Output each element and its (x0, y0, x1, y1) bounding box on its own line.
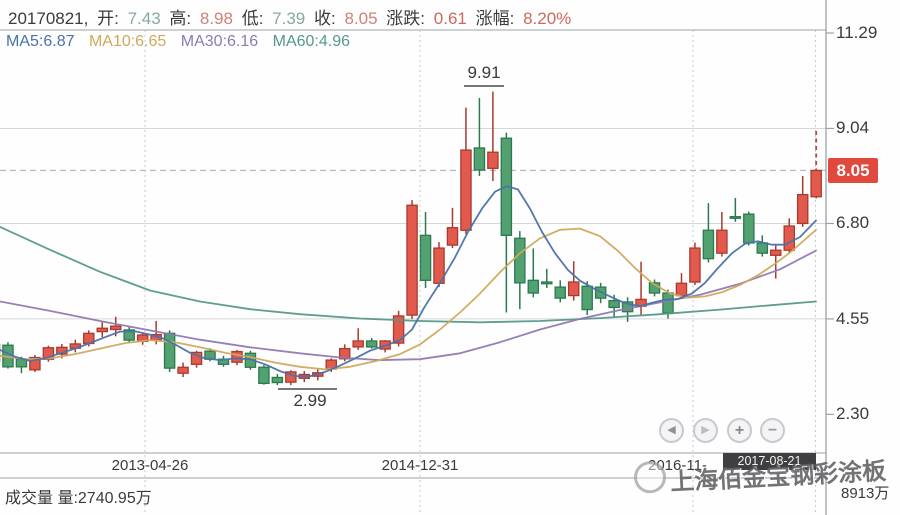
pan-left-button[interactable]: ◀ (659, 418, 684, 443)
minus-icon: − (767, 421, 778, 439)
pan-right-button[interactable]: ▶ (693, 418, 718, 443)
volume-max-label: 8913万 (841, 485, 890, 502)
high-price-annotation: 9.91 (467, 63, 501, 82)
ma60-label: MA60:4.96 (272, 33, 351, 50)
current-date-badge: 2017-08-21 (723, 453, 816, 470)
right-arrow-icon: ▶ (701, 424, 710, 436)
y-axis-tick-4-55: 4.55 (836, 308, 870, 328)
current-price-badge: 8.05 (828, 157, 878, 183)
header-date: 20170821, (8, 9, 89, 28)
left-arrow-icon: ◀ (667, 424, 676, 436)
ohlc-header: 20170821, 开: 7.43 高: 8.98 低: 7.39 收: 8.0… (8, 4, 575, 29)
y-axis-tick-11-29: 11.29 (836, 23, 878, 42)
ma-indicator-row: MA5:6.87 MA10:6.65 MA30:6.16 MA60:4.96 (6, 33, 360, 51)
close-value: 8.05 (344, 9, 378, 28)
change-pct-value: 8.20% (523, 9, 572, 28)
change-pct-label: 涨幅: (475, 9, 515, 28)
y-axis-tick-2-30: 2.30 (836, 404, 870, 424)
ma30-label: MA30:6.16 (180, 33, 259, 50)
open-label: 开: (97, 9, 119, 28)
high-value: 8.98 (199, 9, 233, 28)
low-value: 7.39 (272, 9, 306, 28)
x-axis-date-2016: 2016-11- (648, 457, 707, 474)
ma5-label: MA5:6.87 (6, 33, 75, 50)
volume-pane-label: 成交量 量:2740.95万 (5, 490, 152, 507)
change-value: 0.61 (433, 9, 467, 28)
x-axis-date-2013: 2013-04-26 (111, 457, 189, 474)
low-price-annotation: 2.99 (293, 391, 327, 410)
y-axis-tick-6-80: 6.80 (836, 213, 870, 233)
low-label: 低: (241, 9, 264, 28)
plus-icon: + (734, 421, 745, 439)
zoom-in-button[interactable]: + (727, 418, 752, 443)
change-label: 涨跌: (386, 9, 426, 28)
high-label: 高: (169, 9, 192, 28)
zoom-out-button[interactable]: − (760, 418, 785, 443)
open-value: 7.43 (127, 9, 161, 28)
y-axis-tick-9-04: 9.04 (836, 118, 870, 138)
ma10-label: MA10:6.65 (88, 33, 167, 50)
x-axis-date-2014: 2014-12-31 (381, 457, 459, 474)
close-label: 收: (314, 9, 336, 28)
